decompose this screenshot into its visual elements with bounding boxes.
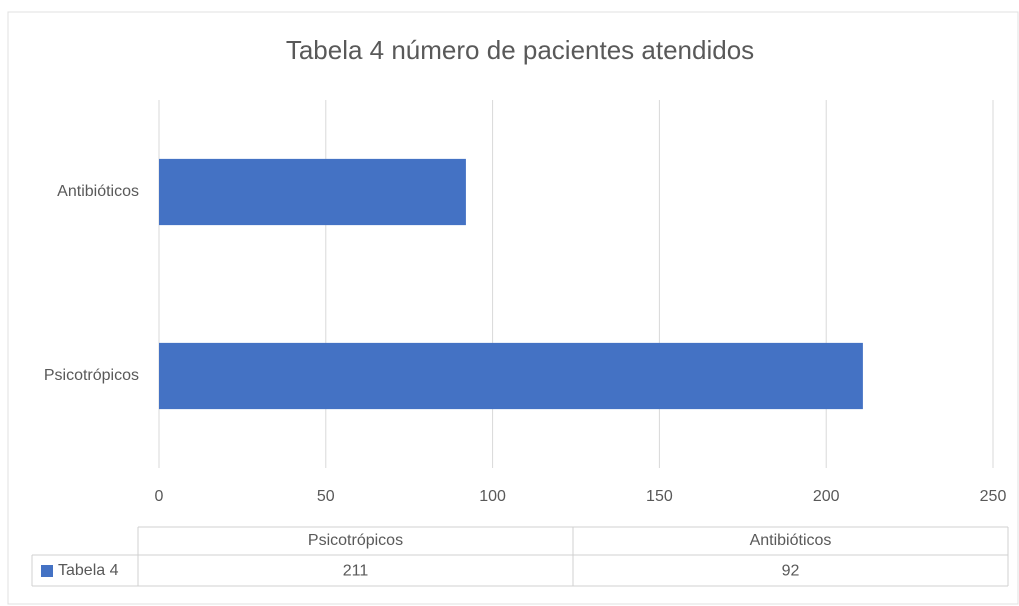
table-header: Psicotrópicos bbox=[308, 532, 403, 549]
legend-label: Tabela 4 bbox=[58, 562, 119, 579]
x-tick-label: 100 bbox=[479, 488, 506, 505]
x-tick-label: 200 bbox=[813, 488, 840, 505]
y-tick-label: Antibióticos bbox=[57, 183, 139, 200]
chart-title: Tabela 4 número de pacientes atendidos bbox=[286, 35, 754, 65]
chart-border bbox=[7, 11, 1019, 605]
y-tick-label: Psicotrópicos bbox=[44, 367, 139, 384]
table-value: 211 bbox=[343, 563, 369, 580]
bar bbox=[159, 158, 466, 226]
legend-key bbox=[41, 565, 53, 577]
bar bbox=[159, 342, 863, 410]
table-value: 92 bbox=[782, 563, 800, 580]
x-tick-label: 50 bbox=[317, 488, 335, 505]
x-tick-label: 250 bbox=[980, 488, 1007, 505]
x-tick-label: 0 bbox=[155, 488, 164, 505]
table-header: Antibióticos bbox=[750, 532, 832, 549]
x-tick-label: 150 bbox=[646, 488, 673, 505]
